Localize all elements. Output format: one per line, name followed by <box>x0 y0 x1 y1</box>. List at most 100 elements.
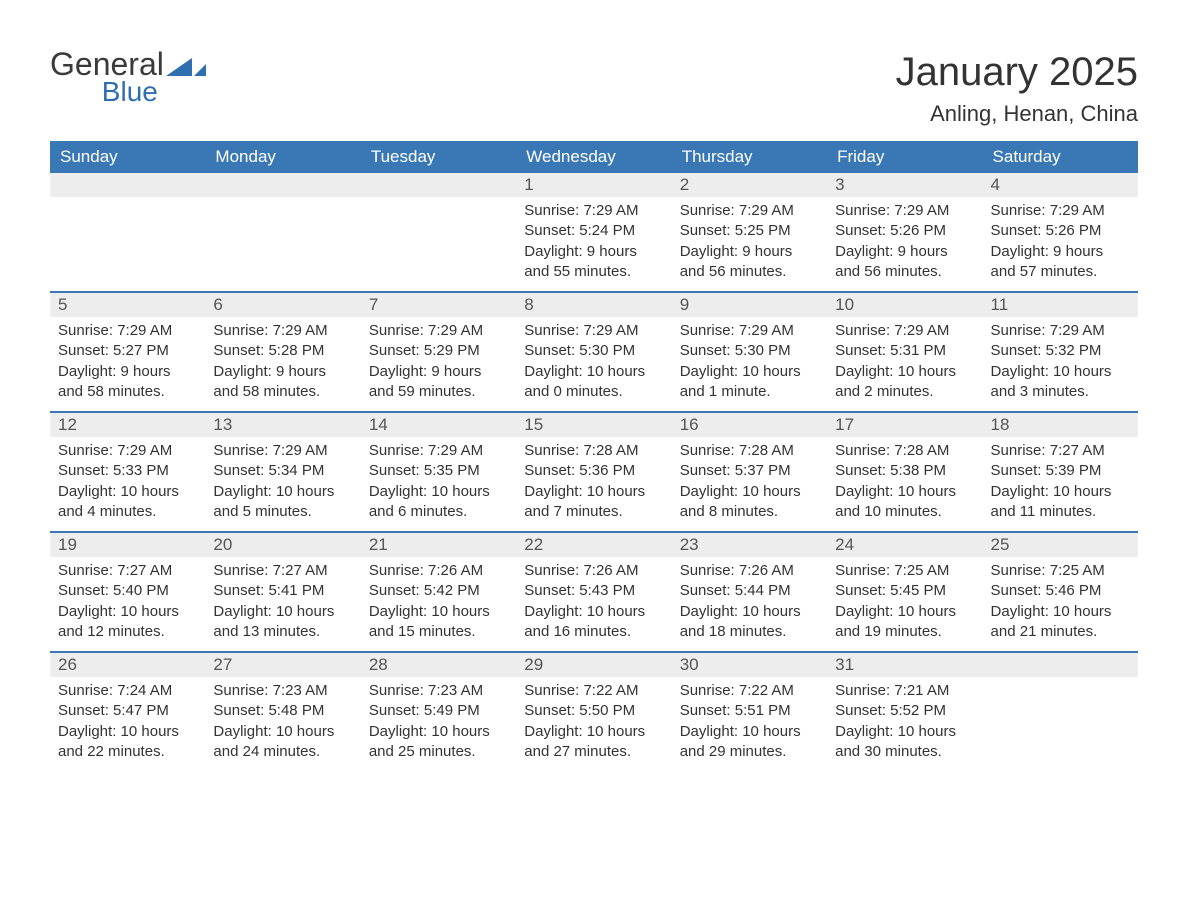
day-body: Sunrise: 7:29 AMSunset: 5:26 PMDaylight:… <box>983 197 1138 290</box>
logo: General Blue <box>50 50 206 104</box>
day-sunrise: Sunrise: 7:29 AM <box>680 321 819 341</box>
day-sunrise: Sunrise: 7:29 AM <box>680 201 819 221</box>
day-body: Sunrise: 7:29 AMSunset: 5:30 PMDaylight:… <box>516 317 671 410</box>
day-body: Sunrise: 7:29 AMSunset: 5:26 PMDaylight:… <box>827 197 982 290</box>
day-number: 24 <box>827 533 982 557</box>
day-body: Sunrise: 7:27 AMSunset: 5:40 PMDaylight:… <box>50 557 205 650</box>
day-sunrise: Sunrise: 7:25 AM <box>991 561 1130 581</box>
day-body: Sunrise: 7:25 AMSunset: 5:46 PMDaylight:… <box>983 557 1138 650</box>
day-daylight1: Daylight: 9 hours <box>213 362 352 382</box>
day-daylight1: Daylight: 10 hours <box>835 602 974 622</box>
day-cell: 30Sunrise: 7:22 AMSunset: 5:51 PMDayligh… <box>672 653 827 771</box>
day-cell: 7Sunrise: 7:29 AMSunset: 5:29 PMDaylight… <box>361 293 516 411</box>
day-cell: 1Sunrise: 7:29 AMSunset: 5:24 PMDaylight… <box>516 173 671 291</box>
weekday-monday: Monday <box>205 141 360 173</box>
day-cell: 10Sunrise: 7:29 AMSunset: 5:31 PMDayligh… <box>827 293 982 411</box>
day-body: Sunrise: 7:25 AMSunset: 5:45 PMDaylight:… <box>827 557 982 650</box>
day-body: Sunrise: 7:29 AMSunset: 5:34 PMDaylight:… <box>205 437 360 530</box>
day-daylight2: and 0 minutes. <box>524 382 663 402</box>
day-sunrise: Sunrise: 7:24 AM <box>58 681 197 701</box>
day-daylight2: and 22 minutes. <box>58 742 197 762</box>
day-body <box>205 197 360 209</box>
day-daylight2: and 27 minutes. <box>524 742 663 762</box>
day-body: Sunrise: 7:29 AMSunset: 5:25 PMDaylight:… <box>672 197 827 290</box>
day-number: 9 <box>672 293 827 317</box>
day-daylight1: Daylight: 10 hours <box>991 602 1130 622</box>
day-body <box>361 197 516 209</box>
day-sunrise: Sunrise: 7:22 AM <box>524 681 663 701</box>
day-cell: 21Sunrise: 7:26 AMSunset: 5:42 PMDayligh… <box>361 533 516 651</box>
day-cell: 6Sunrise: 7:29 AMSunset: 5:28 PMDaylight… <box>205 293 360 411</box>
day-number <box>361 173 516 197</box>
day-daylight1: Daylight: 10 hours <box>835 362 974 382</box>
day-body: Sunrise: 7:28 AMSunset: 5:36 PMDaylight:… <box>516 437 671 530</box>
weekday-saturday: Saturday <box>983 141 1138 173</box>
weekday-friday: Friday <box>827 141 982 173</box>
day-body: Sunrise: 7:23 AMSunset: 5:49 PMDaylight:… <box>361 677 516 770</box>
month-title: January 2025 <box>896 50 1138 95</box>
day-daylight2: and 55 minutes. <box>524 262 663 282</box>
day-cell: 13Sunrise: 7:29 AMSunset: 5:34 PMDayligh… <box>205 413 360 531</box>
day-cell: 2Sunrise: 7:29 AMSunset: 5:25 PMDaylight… <box>672 173 827 291</box>
day-daylight2: and 21 minutes. <box>991 622 1130 642</box>
day-number: 11 <box>983 293 1138 317</box>
day-sunrise: Sunrise: 7:29 AM <box>213 321 352 341</box>
day-number: 1 <box>516 173 671 197</box>
day-body: Sunrise: 7:29 AMSunset: 5:27 PMDaylight:… <box>50 317 205 410</box>
day-number: 17 <box>827 413 982 437</box>
day-daylight2: and 13 minutes. <box>213 622 352 642</box>
day-body: Sunrise: 7:26 AMSunset: 5:42 PMDaylight:… <box>361 557 516 650</box>
day-daylight2: and 30 minutes. <box>835 742 974 762</box>
day-number <box>205 173 360 197</box>
day-sunrise: Sunrise: 7:26 AM <box>369 561 508 581</box>
day-daylight1: Daylight: 10 hours <box>58 722 197 742</box>
day-number <box>50 173 205 197</box>
day-cell: 12Sunrise: 7:29 AMSunset: 5:33 PMDayligh… <box>50 413 205 531</box>
week-row: 1Sunrise: 7:29 AMSunset: 5:24 PMDaylight… <box>50 173 1138 291</box>
day-daylight2: and 1 minute. <box>680 382 819 402</box>
day-number: 10 <box>827 293 982 317</box>
day-sunset: Sunset: 5:25 PM <box>680 221 819 241</box>
day-daylight2: and 57 minutes. <box>991 262 1130 282</box>
day-daylight2: and 8 minutes. <box>680 502 819 522</box>
day-body: Sunrise: 7:24 AMSunset: 5:47 PMDaylight:… <box>50 677 205 770</box>
day-body: Sunrise: 7:29 AMSunset: 5:31 PMDaylight:… <box>827 317 982 410</box>
day-sunrise: Sunrise: 7:29 AM <box>524 321 663 341</box>
day-body: Sunrise: 7:29 AMSunset: 5:24 PMDaylight:… <box>516 197 671 290</box>
day-sunrise: Sunrise: 7:29 AM <box>991 201 1130 221</box>
day-cell: 11Sunrise: 7:29 AMSunset: 5:32 PMDayligh… <box>983 293 1138 411</box>
day-cell <box>50 173 205 291</box>
day-sunset: Sunset: 5:37 PM <box>680 461 819 481</box>
day-sunrise: Sunrise: 7:29 AM <box>58 321 197 341</box>
day-sunset: Sunset: 5:46 PM <box>991 581 1130 601</box>
day-sunset: Sunset: 5:32 PM <box>991 341 1130 361</box>
day-sunrise: Sunrise: 7:29 AM <box>58 441 197 461</box>
day-cell: 23Sunrise: 7:26 AMSunset: 5:44 PMDayligh… <box>672 533 827 651</box>
location: Anling, Henan, China <box>896 101 1138 127</box>
day-sunset: Sunset: 5:34 PM <box>213 461 352 481</box>
day-number: 6 <box>205 293 360 317</box>
day-daylight1: Daylight: 10 hours <box>213 482 352 502</box>
day-daylight2: and 24 minutes. <box>213 742 352 762</box>
day-sunset: Sunset: 5:33 PM <box>58 461 197 481</box>
day-sunrise: Sunrise: 7:27 AM <box>991 441 1130 461</box>
day-sunset: Sunset: 5:41 PM <box>213 581 352 601</box>
day-sunrise: Sunrise: 7:29 AM <box>369 321 508 341</box>
day-number: 23 <box>672 533 827 557</box>
day-cell: 16Sunrise: 7:28 AMSunset: 5:37 PMDayligh… <box>672 413 827 531</box>
day-daylight1: Daylight: 10 hours <box>991 482 1130 502</box>
day-daylight2: and 56 minutes. <box>680 262 819 282</box>
day-daylight2: and 7 minutes. <box>524 502 663 522</box>
day-sunset: Sunset: 5:27 PM <box>58 341 197 361</box>
day-sunrise: Sunrise: 7:29 AM <box>524 201 663 221</box>
week-row: 26Sunrise: 7:24 AMSunset: 5:47 PMDayligh… <box>50 651 1138 771</box>
day-sunrise: Sunrise: 7:23 AM <box>369 681 508 701</box>
day-number: 19 <box>50 533 205 557</box>
day-cell: 20Sunrise: 7:27 AMSunset: 5:41 PMDayligh… <box>205 533 360 651</box>
day-daylight1: Daylight: 10 hours <box>369 722 508 742</box>
day-number: 16 <box>672 413 827 437</box>
day-cell: 9Sunrise: 7:29 AMSunset: 5:30 PMDaylight… <box>672 293 827 411</box>
day-daylight2: and 29 minutes. <box>680 742 819 762</box>
day-sunset: Sunset: 5:26 PM <box>835 221 974 241</box>
day-sunrise: Sunrise: 7:22 AM <box>680 681 819 701</box>
